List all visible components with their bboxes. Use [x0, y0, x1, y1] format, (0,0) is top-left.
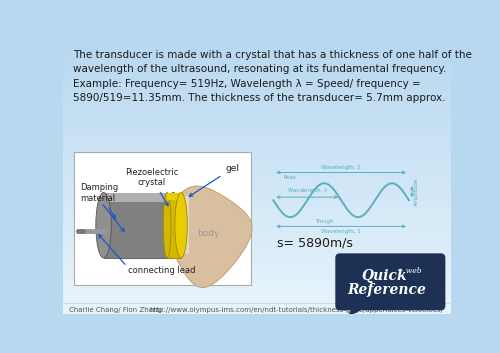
Ellipse shape	[96, 192, 112, 258]
Text: + web: + web	[398, 267, 422, 275]
Bar	[167, 192, 181, 258]
Bar	[104, 192, 174, 258]
Text: Charlie Chang/ Fion Zhang: Charlie Chang/ Fion Zhang	[68, 307, 162, 313]
Polygon shape	[166, 186, 252, 287]
Text: gel: gel	[189, 164, 240, 196]
Text: The transducer is made with a crystal that has a thickness of one half of the
wa: The transducer is made with a crystal th…	[72, 50, 471, 103]
Text: body: body	[197, 229, 220, 238]
Text: Piezoelectric
crystal: Piezoelectric crystal	[125, 168, 178, 206]
Text: Wavelength, $\lambda$: Wavelength, $\lambda$	[286, 186, 328, 195]
Text: Amplitude: Amplitude	[414, 178, 418, 206]
Text: Reference: Reference	[348, 282, 426, 297]
Bar	[167, 192, 181, 200]
Text: Wavelength, 1: Wavelength, 1	[321, 229, 361, 234]
Text: s= 5890m/s: s= 5890m/s	[277, 237, 353, 250]
Bar	[74, 152, 251, 285]
Ellipse shape	[166, 192, 181, 258]
Text: Peak: Peak	[284, 175, 297, 180]
Ellipse shape	[163, 192, 171, 258]
Ellipse shape	[175, 192, 188, 258]
Text: Damping
material: Damping material	[80, 183, 118, 218]
Text: http://www.olympus-ims.com/en/ndt-tutorials/thickness-gage/appendices-velocities: http://www.olympus-ims.com/en/ndt-tutori…	[150, 307, 444, 313]
Bar	[180, 196, 189, 254]
Text: Trough: Trough	[315, 219, 334, 224]
Text: Quick: Quick	[362, 269, 407, 283]
Bar	[104, 192, 174, 202]
Polygon shape	[346, 306, 370, 318]
FancyBboxPatch shape	[336, 253, 446, 310]
Text: connecting lead: connecting lead	[128, 267, 196, 275]
Text: Wavelength, 2: Wavelength, 2	[321, 165, 361, 170]
